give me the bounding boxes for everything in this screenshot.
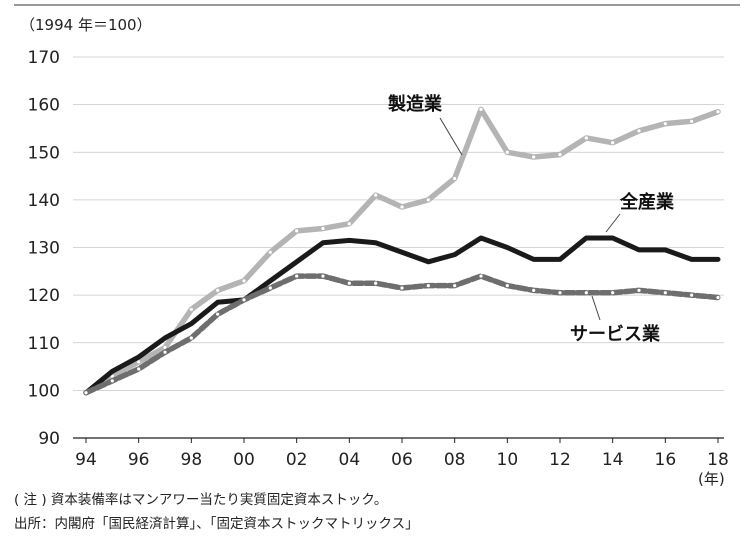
x-tick-label: 04 [339,450,361,470]
data-point-services [426,284,430,288]
data-point-manufacturing [505,150,509,154]
x-tick-label: 00 [233,450,255,470]
data-point-manufacturing [479,107,483,111]
y-tick-label: 120 [28,286,60,306]
data-point-manufacturing [716,110,720,114]
data-point-manufacturing [532,155,536,159]
x-tick-label: 10 [497,450,519,470]
series-label-services: サービス業 [570,323,661,345]
x-tick-label: 94 [75,450,97,470]
data-point-services [479,274,483,278]
data-point-services [532,288,536,292]
data-point-services [716,295,720,300]
y-tick-label: 160 [28,96,60,116]
data-point-manufacturing [189,307,193,312]
data-point-services [137,367,141,371]
y-tick-label: 170 [28,48,60,68]
x-tick-label: 98 [181,450,203,470]
data-point-manufacturing [611,141,615,145]
data-point-manufacturing [690,119,694,123]
data-point-services [163,350,167,354]
x-tick-label: 14 [602,450,624,470]
data-point-manufacturing [216,288,220,292]
data-point-services [347,281,351,285]
series-line-all-industries [83,235,721,396]
data-point-manufacturing [347,222,351,226]
data-point-manufacturing [663,122,667,126]
x-tick-label: 12 [549,450,571,470]
data-point-services [505,284,509,288]
y-axis-ticks: 90 100 110 120 130 140 150 160 170 [28,48,60,449]
x-unit-label: (年) [698,470,725,488]
data-point-services [216,312,220,316]
data-point-manufacturing [295,229,299,233]
x-tick-label: 96 [128,450,150,470]
series-labels: 製造業 全産業 サービス業 [387,93,675,345]
data-point-manufacturing [426,198,430,202]
leader-line-all-industries [605,213,621,233]
data-point-manufacturing [268,250,272,254]
x-tick-label: 02 [286,450,308,470]
leader-line-manufacturing [439,117,463,156]
leader-line-services [591,295,601,321]
x-tick-label: 06 [391,450,413,470]
data-point-manufacturing [584,136,588,140]
x-axis-ticks: 94 96 98 00 02 04 06 08 10 12 14 16 18 [75,438,729,470]
data-point-services [374,281,378,285]
y-tick-label: 150 [28,143,60,163]
x-tick-label: 18 [707,450,729,470]
chart-source: 出所：内閣府「国民経済計算」、「固定資本ストックマトリックス」 [14,516,419,532]
data-point-services [84,391,88,395]
data-point-services [558,291,562,295]
series-label-manufacturing: 製造業 [387,93,443,115]
y-tick-label: 110 [28,334,60,354]
data-point-services [110,379,114,383]
chart-note: ( 注 ) 資本装備率はマンアワー当たり実質固定資本ストック。 [14,492,388,508]
x-tick-label: 08 [444,450,466,470]
data-point-services [295,274,299,278]
data-point-manufacturing [637,129,641,133]
series-label-all-industries: 全産業 [619,191,675,213]
data-point-services [453,284,457,288]
data-point-manufacturing [242,279,246,283]
y-tick-label: 100 [28,381,60,401]
data-point-services [268,286,272,290]
data-point-services [321,274,325,278]
data-point-services [400,286,404,290]
data-point-manufacturing [110,374,114,378]
data-point-manufacturing [558,153,562,157]
data-point-services [663,291,667,295]
data-point-manufacturing [374,193,378,197]
data-point-manufacturing [163,345,167,350]
data-point-services [690,293,694,297]
data-point-services [242,298,246,302]
data-point-services [189,336,193,340]
data-point-manufacturing [137,360,141,364]
data-point-services [637,288,641,292]
data-point-manufacturing [400,205,404,209]
y-tick-label: 130 [28,239,60,259]
y-unit-label: （1994 年＝100） [20,16,152,34]
data-point-services [611,291,615,295]
data-point-services [584,291,588,295]
x-tick-label: 16 [655,450,677,470]
data-point-manufacturing [321,226,325,231]
y-tick-label: 90 [38,429,60,449]
data-point-manufacturing [453,176,457,181]
y-tick-label: 140 [28,191,60,211]
series-lines [83,106,721,396]
